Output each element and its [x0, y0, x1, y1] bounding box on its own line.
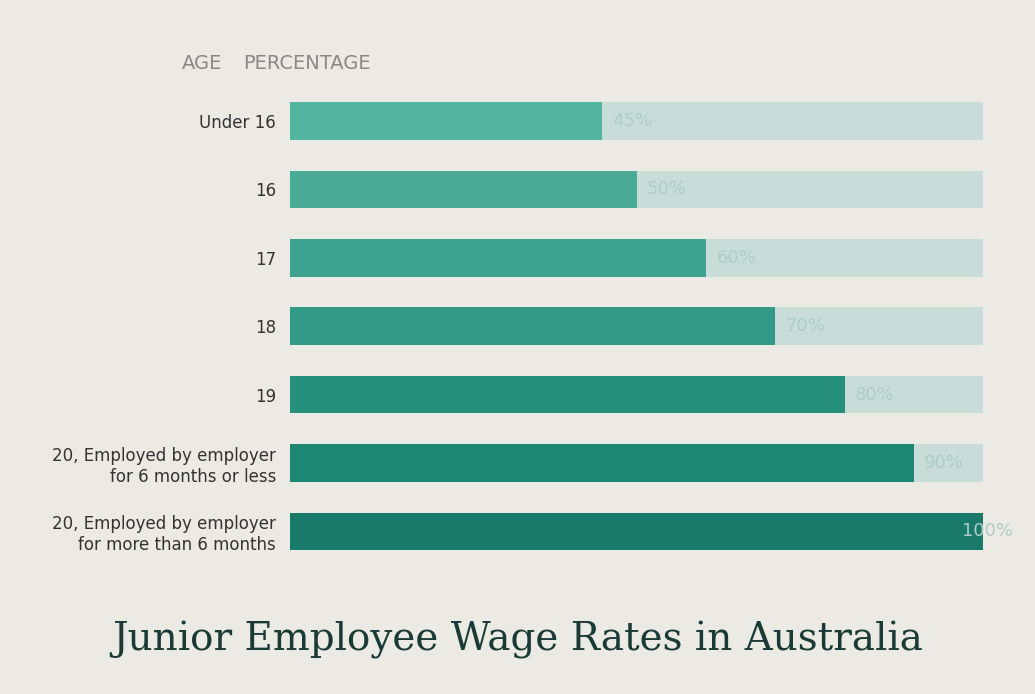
Text: 45%: 45%: [613, 112, 652, 130]
Bar: [290, 171, 637, 208]
Text: 90%: 90%: [924, 454, 965, 472]
Bar: [290, 307, 775, 345]
Bar: [290, 444, 983, 482]
Text: PERCENTAGE: PERCENTAGE: [243, 54, 371, 73]
Bar: [290, 171, 983, 208]
Text: AGE: AGE: [182, 54, 223, 73]
Bar: [290, 513, 983, 550]
Text: 50%: 50%: [647, 180, 687, 198]
Text: 100%: 100%: [963, 523, 1013, 541]
Bar: [290, 307, 983, 345]
Text: 80%: 80%: [855, 386, 894, 404]
Bar: [290, 102, 601, 139]
Bar: [290, 239, 983, 277]
Bar: [290, 375, 845, 414]
Bar: [290, 239, 706, 277]
Bar: [290, 444, 914, 482]
Text: Junior Employee Wage Rates in Australia: Junior Employee Wage Rates in Australia: [112, 621, 923, 659]
Bar: [290, 102, 983, 139]
Bar: [290, 513, 983, 550]
Bar: [290, 375, 983, 414]
Text: 70%: 70%: [786, 317, 826, 335]
Text: 60%: 60%: [716, 248, 756, 266]
